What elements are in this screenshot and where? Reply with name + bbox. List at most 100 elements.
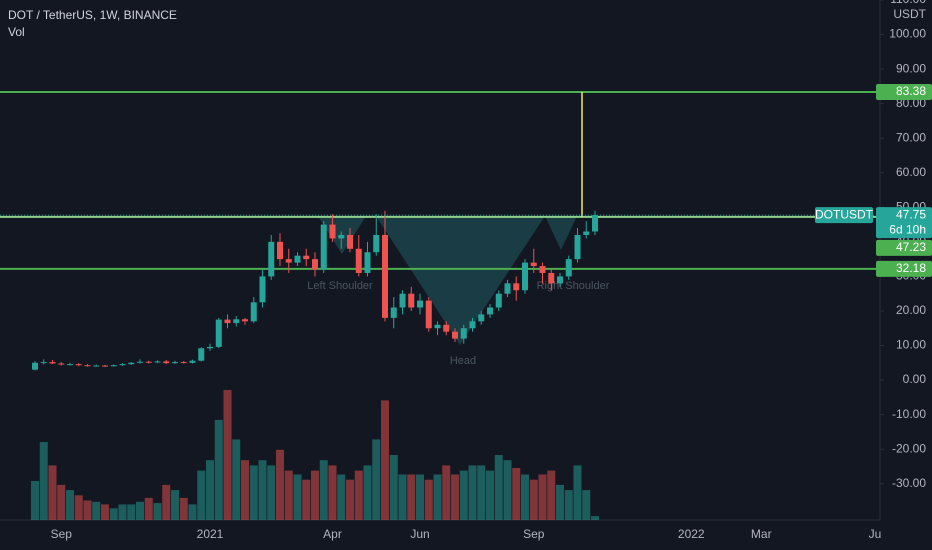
y-tick-label: 60.00 [896,165,926,179]
y-tick-label: 0.00 [903,372,927,386]
pattern-label: Left Shoulder [307,280,373,292]
x-tick-label: Mar [751,527,772,541]
volume-bar [66,490,74,520]
volume-bar [136,501,144,520]
volume-bar [171,490,179,520]
volume-bar [214,419,223,520]
candle-body [58,363,65,365]
volume-bar [302,479,311,520]
symbol-label: DOTUSDT [815,207,874,221]
candle-body [469,321,476,329]
candle-body [93,365,100,367]
candle-body [504,283,511,294]
volume-bar [442,465,451,520]
candle-body [84,365,91,367]
candle-body [478,314,485,322]
volume-bar [92,501,101,520]
level-label: 32.18 [896,261,926,275]
candle-body [198,348,205,361]
candle-body [119,364,126,366]
x-tick-label: Ju [869,527,882,541]
currency-bg [884,8,928,22]
y-tick-label: 90.00 [896,61,926,75]
candle-body [373,234,380,253]
candle-body [399,293,406,308]
candle-body [557,276,563,284]
candle-body [250,302,257,322]
volume-bar [416,474,424,520]
volume-bar [83,500,92,520]
volume-bar [31,481,39,520]
symbol-bg [815,207,873,224]
level-label: 83.38 [896,84,926,98]
candle-body [338,234,345,239]
candle-body [548,272,555,284]
candle-body [487,307,493,315]
candle-body [128,362,135,365]
volume-bar [188,504,197,520]
volume-bar [529,479,538,520]
volume-bar [232,439,241,520]
volume-bar [328,465,337,520]
candle-body [355,248,362,273]
volume-bar [293,474,302,520]
volume-bar [267,465,276,520]
candle-body [382,234,388,318]
candle-body [539,266,546,273]
candle-body [75,364,82,366]
chart-title: DOT / TetherUS, 1W, BINANCE [8,8,177,22]
candle-body [364,252,371,273]
y-tick-label: 100.00 [889,27,926,41]
y-tick-label: 70.00 [896,130,926,144]
candle-body [347,234,353,249]
volume-bar [74,495,83,520]
volume-bar [433,474,442,520]
volume-bar [162,484,171,520]
candle-body [277,241,283,260]
volume-bar [486,470,494,520]
candle-body [145,361,152,363]
current-price-label: 47.75 [896,207,926,221]
time-axis-bg [0,521,932,550]
pattern-label: Head [450,355,476,367]
candle-body [242,319,248,322]
candle-body [40,362,47,364]
candle-body [452,331,458,339]
candle-body [163,361,170,364]
volume-bar [118,504,127,520]
volume-bar [538,474,547,520]
volume-bar [591,516,599,520]
y-tick-label: -10.00 [892,407,926,421]
volume-bar [258,460,267,520]
volume-bar [311,470,319,520]
y-tick-label: 110.00 [890,0,926,6]
candle-body [233,319,240,324]
candle-body [207,346,213,349]
countdown-label: 6d 10h [889,222,926,236]
volume-bar [363,465,372,520]
candle-body [285,259,292,263]
volume-bar [468,465,477,520]
volume-bar [521,474,529,520]
candle-body [495,293,502,308]
volume-bar [389,455,398,520]
head-shape [376,216,545,345]
candle-body [443,324,450,332]
currency-label: USDT [893,7,926,21]
volume-bar [503,460,512,520]
candle-body [110,365,117,367]
candle-body [408,293,415,308]
y-tick-label: -30.00 [892,476,926,490]
volume-bar [144,497,153,520]
volume-bar [582,490,591,520]
candle-body [574,234,581,260]
volume-bar [48,465,57,520]
volume-bar [57,484,66,520]
volume-bar [556,484,564,520]
candle-body [513,283,520,291]
candle-body [32,362,38,370]
volume-bar [424,479,433,520]
candle-body [312,259,318,270]
candle-body [137,361,143,363]
